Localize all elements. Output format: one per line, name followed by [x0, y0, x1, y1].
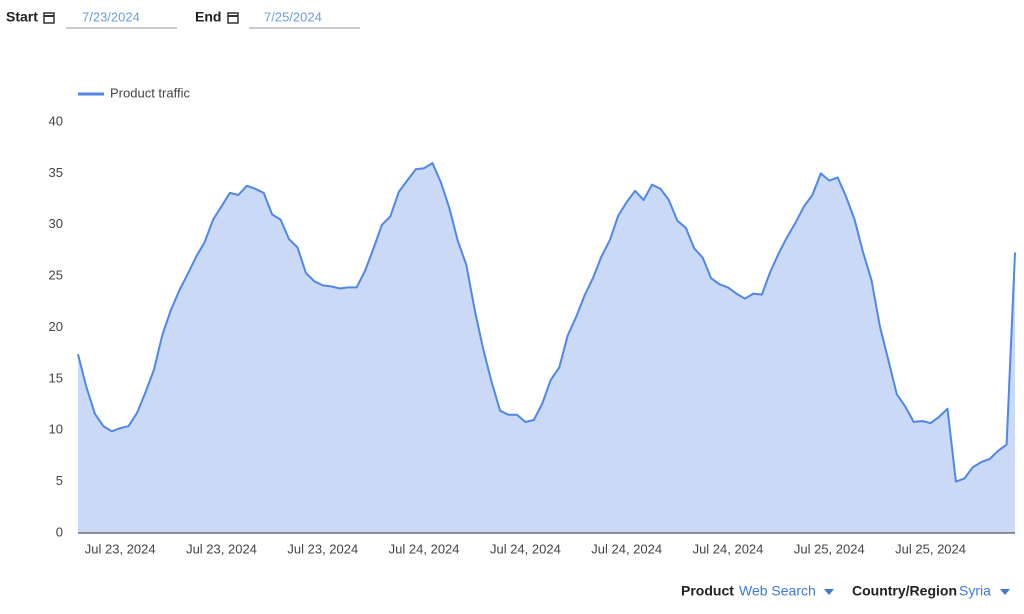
x-tick-label: Jul 25, 2024: [794, 541, 865, 556]
y-tick-label: 10: [49, 422, 63, 437]
end-date-field[interactable]: 7/25/2024: [249, 9, 360, 29]
dropdown-arrow[interactable]: [1000, 589, 1010, 595]
region-dropdown[interactable]: Syria: [959, 583, 991, 599]
line: [77, 162, 1016, 483]
x-tick-label: Jul 23, 2024: [85, 541, 156, 556]
x-tick-label: Jul 24, 2024: [490, 541, 561, 556]
y-tick-label: 35: [49, 165, 63, 180]
legend-label: Product traffic: [110, 85, 190, 100]
product-label: Product: [681, 583, 734, 599]
y-tick-label: 5: [56, 473, 63, 488]
y-tick-label: 40: [49, 113, 63, 128]
y-tick-label: 15: [49, 370, 63, 385]
start-date[interactable]: 7/23/2024: [82, 9, 140, 24]
product-dropdown[interactable]: Web Search: [739, 583, 816, 599]
area: [78, 163, 1015, 533]
y-tick-label: 25: [49, 268, 63, 283]
x-tick-label: Jul 24, 2024: [693, 541, 764, 556]
region-label: Country/Region: [852, 583, 957, 599]
dropdown-arrow[interactable]: [824, 589, 834, 595]
start-label: Start: [6, 9, 38, 25]
start-date-field[interactable]: 7/23/2024: [66, 9, 177, 29]
end-date[interactable]: 7/25/2024: [264, 9, 322, 24]
x-tick-label: Jul 24, 2024: [591, 541, 662, 556]
x-tick-label: Jul 25, 2024: [895, 541, 966, 556]
y-tick-label: 30: [49, 216, 63, 231]
calendar-icon: [43, 12, 55, 24]
x-tick-label: Jul 23, 2024: [186, 541, 257, 556]
chart: 0 5 10 15 20 25 30 35 40 Jul 23, 2024 Jul 23, 2024…: [49, 85, 1016, 556]
y-tick-label: 0: [56, 524, 63, 539]
x-tick-label: Jul 23, 2024: [287, 541, 358, 556]
y-tick-label: 20: [49, 319, 63, 334]
end-label: End: [195, 9, 221, 25]
calendar-icon: [227, 12, 239, 24]
x-tick-label: Jul 24, 2024: [389, 541, 460, 556]
